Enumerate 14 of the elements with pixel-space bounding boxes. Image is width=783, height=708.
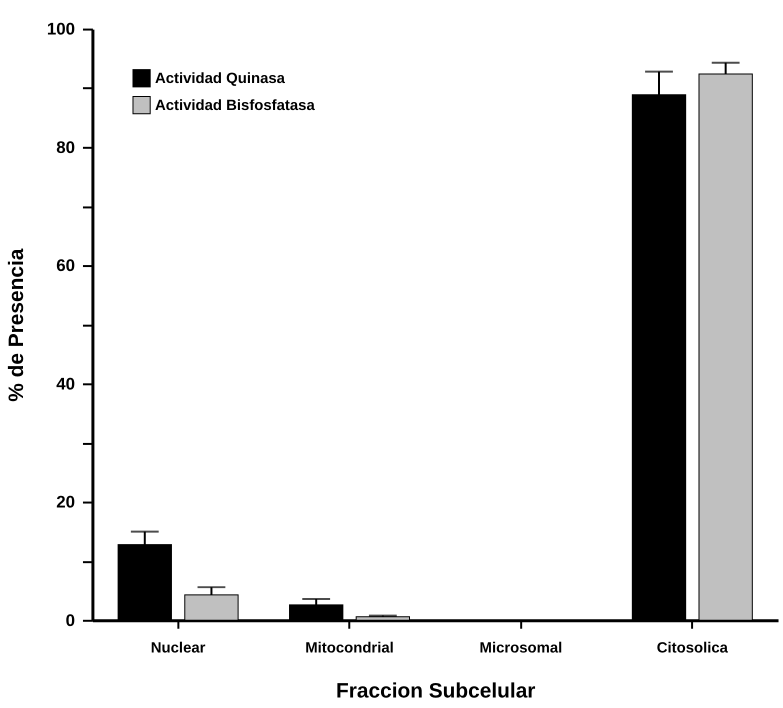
y-tick-label: 0 <box>66 610 76 630</box>
y-tick-label: 20 <box>56 492 76 512</box>
y-tick-label: 80 <box>56 138 76 157</box>
y-tick-label: 100 <box>46 20 76 39</box>
x-tick-label: Nuclear <box>150 640 206 657</box>
legend-label: Actividad Quinasa <box>155 71 286 88</box>
x-tick-label: Mitocondrial <box>305 640 394 657</box>
y-tick-label: 40 <box>56 374 76 394</box>
x-tick-label: Citosolica <box>656 640 729 657</box>
x-tick-label: Microsomal <box>480 640 562 657</box>
x-axis-title: Fraccion Subcelular <box>336 679 536 702</box>
y-tick-label: 60 <box>56 256 76 276</box>
legend-label: Actividad Bisfosfatasa <box>155 98 316 114</box>
y-axis-title: % de Presencia <box>4 248 28 402</box>
